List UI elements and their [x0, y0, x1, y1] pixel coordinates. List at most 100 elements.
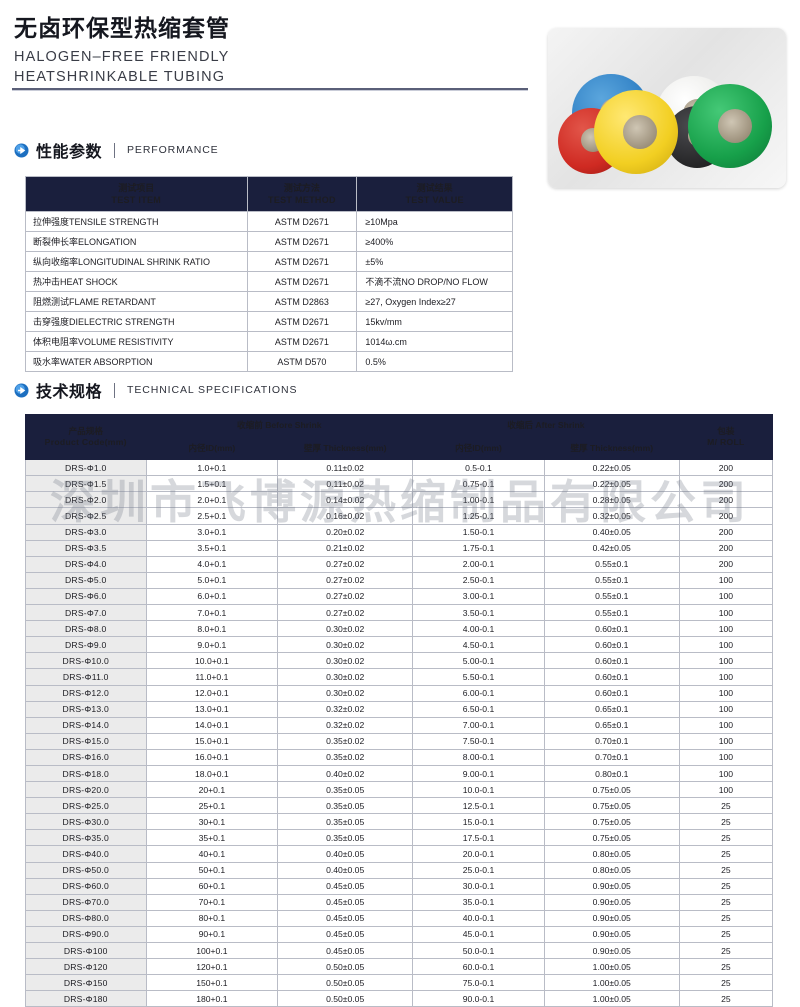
header-after-shrink: 收缩后 After Shrink	[412, 414, 680, 438]
cell-packing: 100	[678, 636, 774, 654]
cell-packing: 100	[678, 587, 774, 606]
header-test-item: 测试项目 TEST ITEM	[25, 175, 248, 213]
table-row: DRS-Φ150 150+0.1 0.50±0.05 75.0-0.1 1.00±0.0…	[25, 974, 774, 992]
header-thickness-after: 壁厚 Thickness(mm)	[543, 436, 680, 461]
cell-packing: 100	[678, 748, 774, 766]
table-row: DRS-Φ2.5 2.5+0.1 0.16±0.02 1.25-0.1 0.32±0.0…	[25, 507, 774, 525]
cell-id-after: 10.0-0.1	[412, 781, 545, 799]
cell-id-after: 6.50-0.1	[412, 700, 545, 718]
table-row: DRS-Φ80.0 80+0.1 0.45±0.05 40.0-0.1 0.90±0.0…	[25, 909, 774, 927]
cell-test-value: ≥400%	[356, 231, 513, 253]
cell-id-after: 1.50-0.1	[412, 523, 545, 541]
cell-id-after: 25.0-0.1	[412, 861, 545, 879]
cell-thickness-before: 0.50±0.05	[277, 990, 414, 1007]
cell-thickness-before: 0.16±0.02	[277, 507, 414, 525]
table-row: DRS-Φ2.0 2.0+0.1 0.14±0.02 1.00-0.1 0.28±0.0…	[25, 491, 774, 509]
table-row: DRS-Φ14.0 14.0+0.1 0.32±0.02 7.00-0.1 0.65±0…	[25, 716, 774, 734]
cell-test-item: 击穿强度DIELECTRIC STRENGTH	[25, 311, 248, 333]
cell-thickness-before: 0.32±0.02	[277, 700, 414, 718]
cell-packing: 25	[678, 797, 774, 815]
cell-id-before: 180+0.1	[145, 990, 279, 1007]
cell-packing: 100	[678, 684, 774, 702]
section-technical-en: TECHNICAL SPECIFICATIONS	[127, 384, 298, 396]
cell-thickness-before: 0.40±0.05	[277, 845, 414, 863]
cell-product-code: DRS-Φ40.0	[25, 845, 147, 863]
cell-thickness-after: 0.60±0.1	[543, 652, 680, 670]
cell-thickness-after: 0.70±0.1	[543, 732, 680, 750]
cell-id-after: 8.00-0.1	[412, 748, 545, 766]
cell-id-before: 40+0.1	[145, 845, 279, 863]
cell-packing: 100	[678, 571, 774, 589]
cell-id-before: 3.0+0.1	[145, 523, 279, 541]
cell-packing: 100	[678, 700, 774, 718]
table-row: DRS-Φ120 120+0.1 0.50±0.05 60.0-0.1 1.00±0.0…	[25, 958, 774, 976]
cell-test-method: ASTM D2671	[246, 211, 358, 233]
table-row: DRS-Φ100 100+0.1 0.45±0.05 50.0-0.1 0.90±0.0…	[25, 941, 774, 960]
cell-id-before: 15.0+0.1	[145, 732, 279, 750]
table-row: DRS-Φ9.0 9.0+0.1 0.30±0.02 4.50-0.1 0.60±0.1…	[25, 636, 774, 654]
header-id-after: 内径ID(mm)	[412, 436, 545, 461]
cell-id-after: 60.0-0.1	[412, 958, 545, 976]
cell-id-before: 70+0.1	[145, 893, 279, 911]
product-photo	[548, 28, 786, 188]
cell-id-before: 14.0+0.1	[145, 716, 279, 734]
cell-thickness-before: 0.30±0.02	[277, 684, 414, 702]
cell-thickness-after: 0.55±0.1	[543, 555, 680, 573]
table-row: DRS-Φ70.0 70+0.1 0.45±0.05 35.0-0.1 0.90±0.0…	[25, 893, 774, 911]
cell-id-after: 50.0-0.1	[412, 941, 545, 960]
cell-product-code: DRS-Φ9.0	[25, 636, 147, 654]
cell-product-code: DRS-Φ20.0	[25, 781, 147, 799]
table-row: DRS-Φ180 180+0.1 0.50±0.05 90.0-0.1 1.00±0.0…	[25, 990, 774, 1007]
cell-id-after: 12.5-0.1	[412, 797, 545, 815]
cell-id-before: 3.5+0.1	[145, 539, 279, 557]
cell-id-before: 25+0.1	[145, 797, 279, 815]
cell-id-after: 30.0-0.1	[412, 877, 545, 895]
section-divider	[114, 142, 116, 158]
cell-thickness-after: 0.80±0.1	[543, 764, 680, 783]
cell-product-code: DRS-Φ60.0	[25, 877, 147, 895]
cell-id-after: 45.0-0.1	[412, 925, 545, 944]
cell-packing: 100	[678, 716, 774, 734]
table-row: 拉伸强度TENSILE STRENGTH ASTM D2671 ≥10Mpa	[25, 211, 513, 233]
cell-id-before: 12.0+0.1	[145, 684, 279, 702]
table-header-row-group: 产品规格 Product Code(mm) 收缩前 Before Shrink …	[25, 413, 774, 461]
cell-id-after: 4.50-0.1	[412, 636, 545, 654]
cell-product-code: DRS-Φ18.0	[25, 764, 147, 783]
cell-packing: 100	[678, 732, 774, 750]
cell-packing: 200	[678, 555, 774, 573]
header-test-method: 测试方法 TEST METHOD	[246, 175, 358, 213]
table-row: 体积电阻率VOLUME RESISTIVITY ASTM D2671 1014ω.c…	[25, 331, 513, 353]
cell-id-before: 6.0+0.1	[145, 587, 279, 606]
cell-test-value: ≥10Mpa	[356, 211, 513, 233]
cell-test-item: 阻燃测试FLAME RETARDANT	[25, 291, 248, 313]
cell-id-before: 4.0+0.1	[145, 555, 279, 573]
cell-id-before: 16.0+0.1	[145, 748, 279, 766]
table-row: DRS-Φ90.0 90+0.1 0.45±0.05 45.0-0.1 0.90±0.0…	[25, 925, 774, 944]
performance-table-wrap: 测试项目 TEST ITEM 测试方法 TEST METHOD 测试结果 TES…	[25, 175, 800, 373]
cell-thickness-before: 0.11±0.02	[277, 459, 414, 477]
cell-id-before: 35+0.1	[145, 829, 279, 847]
table-row: 阻燃测试FLAME RETARDANT ASTM D2863 ≥27, Oxygen…	[25, 291, 513, 313]
cell-test-method: ASTM D2671	[246, 231, 358, 253]
cell-thickness-before: 0.35±0.05	[277, 829, 414, 847]
table-row: 断裂伸长率ELONGATION ASTM D2671 ≥400%	[25, 231, 513, 253]
cell-thickness-before: 0.35±0.02	[277, 732, 414, 750]
cell-id-after: 3.50-0.1	[412, 604, 545, 622]
table-row: DRS-Φ5.0 5.0+0.1 0.27±0.02 2.50-0.1 0.55±0.1…	[25, 571, 774, 589]
table-row: DRS-Φ7.0 7.0+0.1 0.27±0.02 3.50-0.1 0.55±0.1…	[25, 604, 774, 622]
cell-packing: 100	[678, 652, 774, 670]
cell-packing: 25	[678, 877, 774, 895]
cell-id-before: 150+0.1	[145, 974, 279, 992]
cell-product-code: DRS-Φ35.0	[25, 829, 147, 847]
cell-test-item: 拉伸强度TENSILE STRENGTH	[25, 211, 248, 233]
cell-thickness-after: 0.65±0.1	[543, 700, 680, 718]
cell-packing: 25	[678, 974, 774, 992]
cell-thickness-after: 0.60±0.1	[543, 620, 680, 638]
cell-test-value: 15kv/mm	[356, 311, 513, 333]
cell-product-code: DRS-Φ25.0	[25, 797, 147, 815]
cell-id-after: 5.50-0.1	[412, 668, 545, 686]
cell-id-before: 80+0.1	[145, 909, 279, 927]
cell-thickness-after: 0.70±0.1	[543, 748, 680, 766]
cell-id-before: 30+0.1	[145, 813, 279, 831]
cell-id-before: 60+0.1	[145, 877, 279, 895]
